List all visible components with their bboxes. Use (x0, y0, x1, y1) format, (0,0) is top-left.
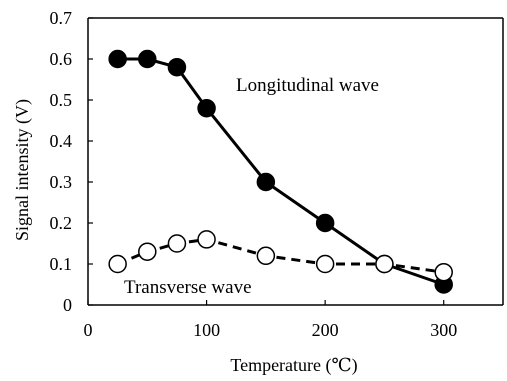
y-tick-label: 0.6 (50, 49, 73, 69)
data-point-longitudinal (138, 49, 157, 69)
data-point-longitudinal (167, 57, 187, 77)
data-point-transverse (167, 234, 187, 253)
y-tick-label: 0.2 (50, 213, 73, 233)
series-label-transverse: Transverse wave (124, 277, 252, 298)
x-tick-label: 0 (84, 320, 93, 340)
y-axis-title: Signal intensity (V) (12, 99, 33, 241)
y-tick-label: 0.3 (50, 172, 73, 192)
y-tick-label: 0 (63, 295, 72, 315)
data-point-transverse (256, 246, 276, 266)
x-tick-label: 300 (430, 320, 457, 340)
data-point-transverse (434, 262, 453, 282)
y-tick-label: 0.5 (50, 90, 73, 110)
x-axis-ticks: 0 100 200 300 (84, 300, 457, 340)
data-point-transverse (108, 254, 127, 274)
x-tick-label: 100 (193, 320, 220, 340)
data-point-longitudinal (197, 98, 216, 118)
y-axis-ticks: 0 0.1 0.2 0.3 0.4 0.5 0.6 0.7 (50, 8, 93, 315)
y-tick-label: 0.1 (50, 254, 73, 274)
data-point-transverse (197, 230, 216, 249)
data-point-longitudinal (256, 172, 276, 192)
x-axis-title: Temperature (℃) (230, 355, 357, 376)
data-point-longitudinal (315, 213, 335, 233)
data-point-transverse (138, 242, 157, 261)
data-point-transverse (375, 254, 394, 274)
data-point-longitudinal (108, 49, 127, 69)
axes (87, 17, 504, 306)
y-tick-label: 0.4 (50, 131, 73, 151)
series-label-longitudinal: Longitudinal wave (236, 75, 379, 96)
x-tick-label: 200 (312, 320, 339, 340)
series-markers (108, 49, 453, 294)
data-point-transverse (315, 254, 335, 274)
y-tick-label: 0.7 (50, 8, 73, 28)
